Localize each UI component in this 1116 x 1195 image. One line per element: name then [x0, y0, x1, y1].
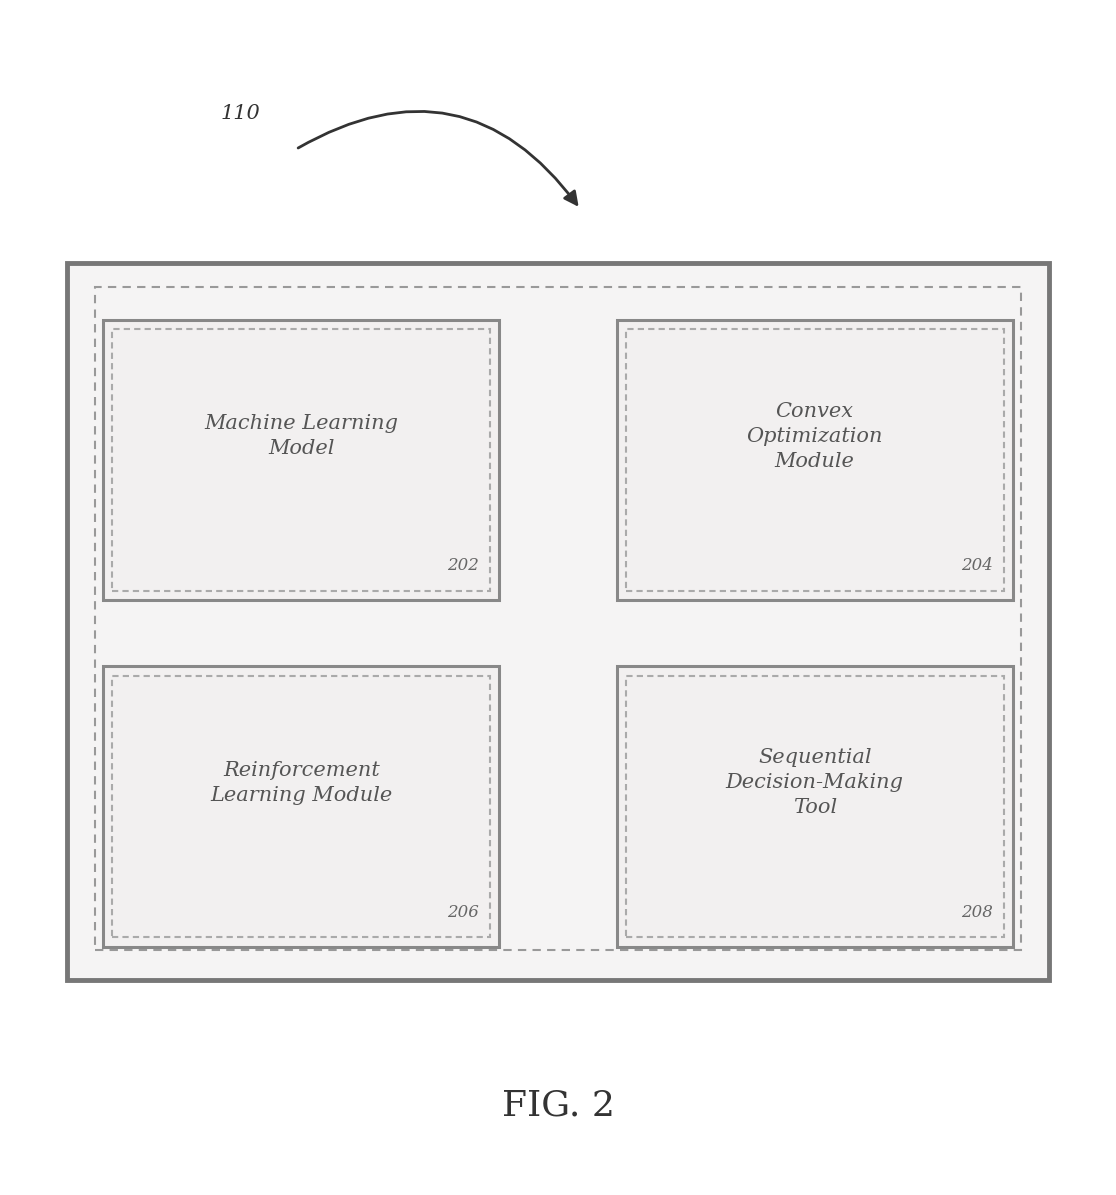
- Text: 204: 204: [961, 557, 993, 575]
- Text: Reinforcement
Learning Module: Reinforcement Learning Module: [210, 761, 393, 804]
- FancyBboxPatch shape: [104, 667, 500, 946]
- FancyBboxPatch shape: [95, 287, 1021, 950]
- FancyBboxPatch shape: [113, 330, 491, 592]
- Text: Convex
Optimization
Module: Convex Optimization Module: [747, 402, 883, 471]
- Text: 206: 206: [448, 903, 480, 920]
- FancyBboxPatch shape: [104, 320, 500, 600]
- Text: 110: 110: [220, 104, 260, 123]
- Text: Sequential
Decision-Making
Tool: Sequential Decision-Making Tool: [725, 748, 904, 817]
- Text: Machine Learning
Model: Machine Learning Model: [204, 415, 398, 458]
- FancyBboxPatch shape: [625, 330, 1004, 592]
- FancyBboxPatch shape: [616, 667, 1013, 946]
- FancyBboxPatch shape: [113, 676, 491, 937]
- Text: 208: 208: [961, 903, 993, 920]
- FancyBboxPatch shape: [67, 263, 1049, 980]
- Text: FIG. 2: FIG. 2: [501, 1089, 615, 1122]
- FancyBboxPatch shape: [625, 676, 1004, 937]
- FancyBboxPatch shape: [616, 320, 1013, 600]
- Text: 202: 202: [448, 557, 480, 575]
